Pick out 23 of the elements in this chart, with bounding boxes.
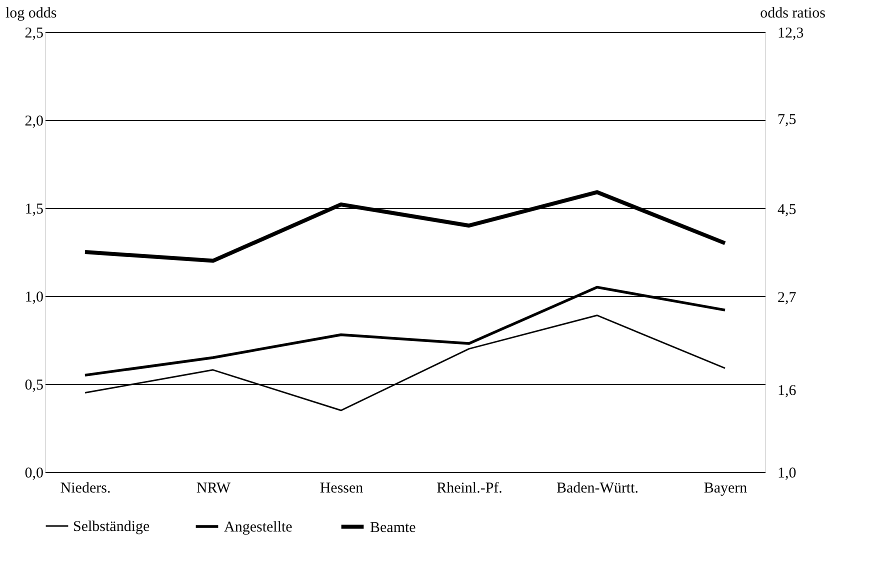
x-tick-label: NRW [196,480,232,496]
x-tick-label: Hessen [320,480,364,496]
y-tick-label: 1,0 [24,290,44,306]
y2-tick-label: 1,6 [778,383,797,400]
y2-tick-label: 12,3 [778,26,804,42]
y2-tick-label: 2,7 [778,290,797,306]
y-tick-label: 0,5 [24,378,44,394]
y-tick-label: 1,5 [24,202,44,218]
x-tick-label: Nieders. [60,480,111,496]
legend-label: Angestellte [224,520,293,536]
x-tick-label: Rheinl.-Pf. [436,480,502,496]
x-tick-label: Bayern [704,480,748,496]
y-tick-label: 2,5 [24,26,44,42]
legend-label: Beamte [370,520,416,536]
legend-label: Selbständige [73,519,150,535]
y-axis-title: log odds [6,6,57,22]
y-tick-label: 2,0 [24,114,44,130]
y2-tick-label: 1,0 [778,466,796,482]
y2-tick-label: 7,5 [778,112,796,128]
y2-tick-label: 4,5 [778,202,796,218]
x-tick-label: Baden-Württ. [556,480,639,496]
y2-axis-title: odds ratios [760,6,826,22]
y-tick-label: 0,0 [24,466,44,482]
